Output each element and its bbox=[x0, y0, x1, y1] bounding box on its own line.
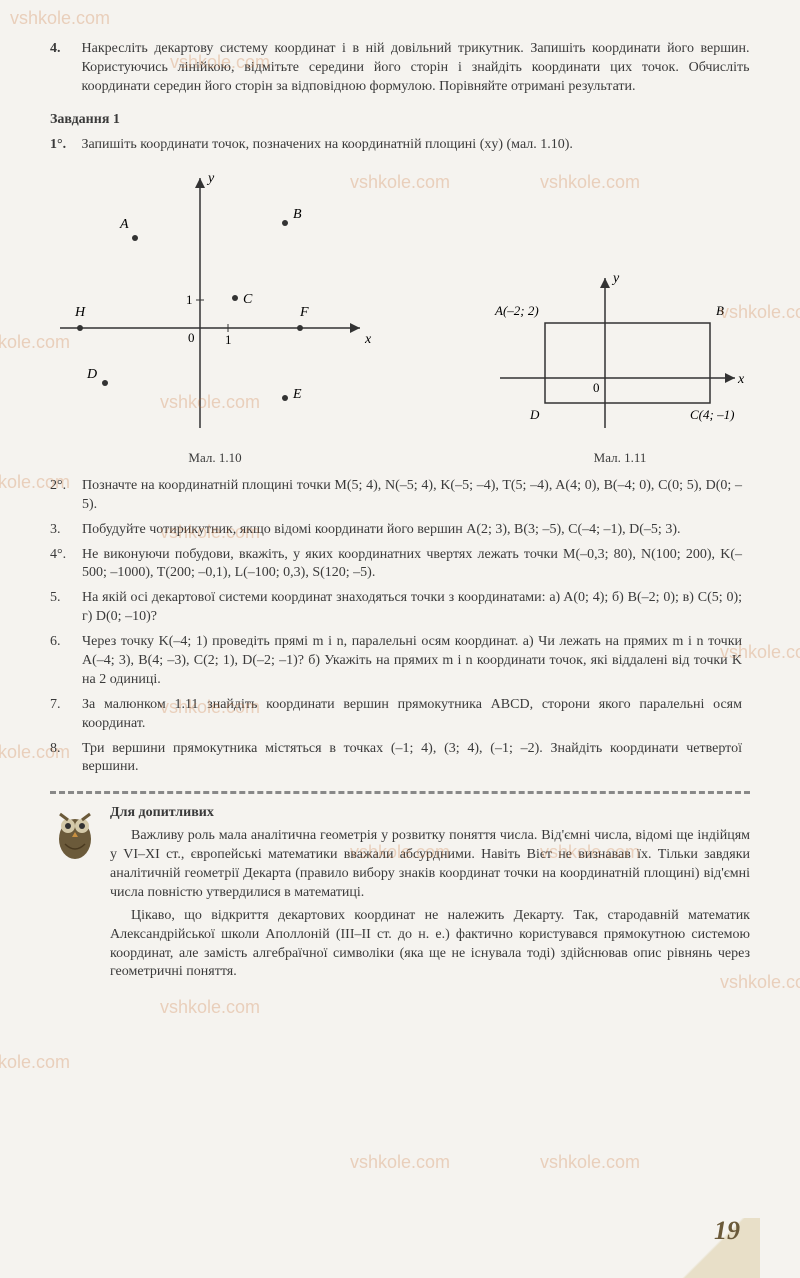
task-1: 1°. Запишіть координати точок, позначени… bbox=[50, 136, 750, 155]
svg-text:D: D bbox=[86, 367, 97, 382]
svg-text:E: E bbox=[292, 387, 302, 402]
figures-row: x y 1 1 0 A B C D E F H Мал. 1.10 x y 0 A(–2; 2) B C(4; … bbox=[50, 168, 750, 466]
intro-task-num: 4. bbox=[50, 40, 78, 59]
task-num: 4°. bbox=[50, 546, 82, 565]
curious-block: Для допитливих Важливу роль мала аналіти… bbox=[50, 804, 750, 982]
svg-text:x: x bbox=[364, 332, 372, 347]
task-row: 2°.Позначте на координатній площині точк… bbox=[50, 477, 750, 515]
watermark: vshkole.com bbox=[10, 6, 110, 30]
svg-text:0: 0 bbox=[188, 330, 195, 345]
svg-text:B: B bbox=[293, 207, 302, 222]
tasks-list: 2°.Позначте на координатній площині точк… bbox=[50, 477, 750, 777]
curious-text: Для допитливих Важливу роль мала аналіти… bbox=[110, 804, 750, 982]
task-text: На якій осі декартової системи координат… bbox=[82, 589, 742, 627]
task-num: 6. bbox=[50, 633, 82, 652]
page-number: 19 bbox=[714, 1213, 740, 1248]
task-text: За малюнком 1.11 знайдіть координати вер… bbox=[82, 696, 742, 734]
figure-1-11: x y 0 A(–2; 2) B C(4; –1) D Мал. 1.11 bbox=[490, 268, 750, 466]
figure-1-10: x y 1 1 0 A B C D E F H Мал. 1.10 bbox=[50, 168, 380, 466]
task1-num: 1°. bbox=[50, 136, 78, 155]
task-num: 8. bbox=[50, 740, 82, 759]
task-text: Не виконуючи побудови, вкажіть, у яких к… bbox=[82, 546, 742, 584]
task-num: 3. bbox=[50, 521, 82, 540]
svg-text:C(4; –1): C(4; –1) bbox=[690, 407, 734, 422]
task-row: 7.За малюнком 1.11 знайдіть координати в… bbox=[50, 696, 750, 734]
task1-text: Запишіть координати точок, позначених на… bbox=[82, 136, 750, 155]
watermark: vshkole.com bbox=[350, 1150, 450, 1174]
svg-text:A(–2; 2): A(–2; 2) bbox=[494, 303, 539, 318]
svg-text:B: B bbox=[716, 303, 724, 318]
task-num: 7. bbox=[50, 696, 82, 715]
task-row: 5.На якій осі декартової системи координ… bbox=[50, 589, 750, 627]
curious-p1: Важливу роль мала аналітична геометрія у… bbox=[110, 827, 750, 903]
task-num: 2°. bbox=[50, 477, 82, 496]
task-text: Через точку K(–4; 1) проведіть прямі m і… bbox=[82, 633, 742, 690]
section-divider bbox=[50, 791, 750, 794]
fig110-caption: Мал. 1.10 bbox=[50, 449, 380, 467]
task-row: 3.Побудуйте чотирикутник, якщо відомі ко… bbox=[50, 521, 750, 540]
svg-text:x: x bbox=[737, 372, 745, 387]
svg-text:C: C bbox=[243, 292, 253, 307]
svg-text:H: H bbox=[74, 305, 86, 320]
watermark: vshkole.com bbox=[540, 1150, 640, 1174]
svg-text:y: y bbox=[206, 171, 215, 186]
fig111-caption: Мал. 1.11 bbox=[490, 449, 750, 467]
section-title: Завдання 1 bbox=[50, 111, 750, 130]
task-row: 6.Через точку K(–4; 1) проведіть прямі m… bbox=[50, 633, 750, 690]
watermark: vshkole.com bbox=[160, 995, 260, 1019]
task-row: 8.Три вершини прямокутника містяться в т… bbox=[50, 740, 750, 778]
svg-text:1: 1 bbox=[225, 332, 232, 347]
svg-text:F: F bbox=[299, 305, 309, 320]
svg-text:1: 1 bbox=[186, 292, 193, 307]
task-text: Три вершини прямокутника містяться в точ… bbox=[82, 740, 742, 778]
svg-text:0: 0 bbox=[593, 380, 600, 395]
task-num: 5. bbox=[50, 589, 82, 608]
curious-p2: Цікаво, що відкриття декартових координа… bbox=[110, 907, 750, 983]
svg-text:A: A bbox=[119, 217, 129, 232]
owl-icon bbox=[50, 804, 100, 982]
svg-text:D: D bbox=[529, 407, 540, 422]
task-row: 4°.Не виконуючи побудови, вкажіть, у яки… bbox=[50, 546, 750, 584]
intro-task-text: Накресліть декартову систему координат і… bbox=[82, 40, 750, 97]
svg-text:y: y bbox=[611, 271, 620, 286]
intro-task: 4. Накресліть декартову систему координа… bbox=[50, 40, 750, 97]
task-text: Позначте на координатній площині точки M… bbox=[82, 477, 742, 515]
task-text: Побудуйте чотирикутник, якщо відомі коор… bbox=[82, 521, 742, 540]
watermark: vshkole.com bbox=[0, 1050, 70, 1074]
curious-title: Для допитливих bbox=[110, 804, 750, 823]
